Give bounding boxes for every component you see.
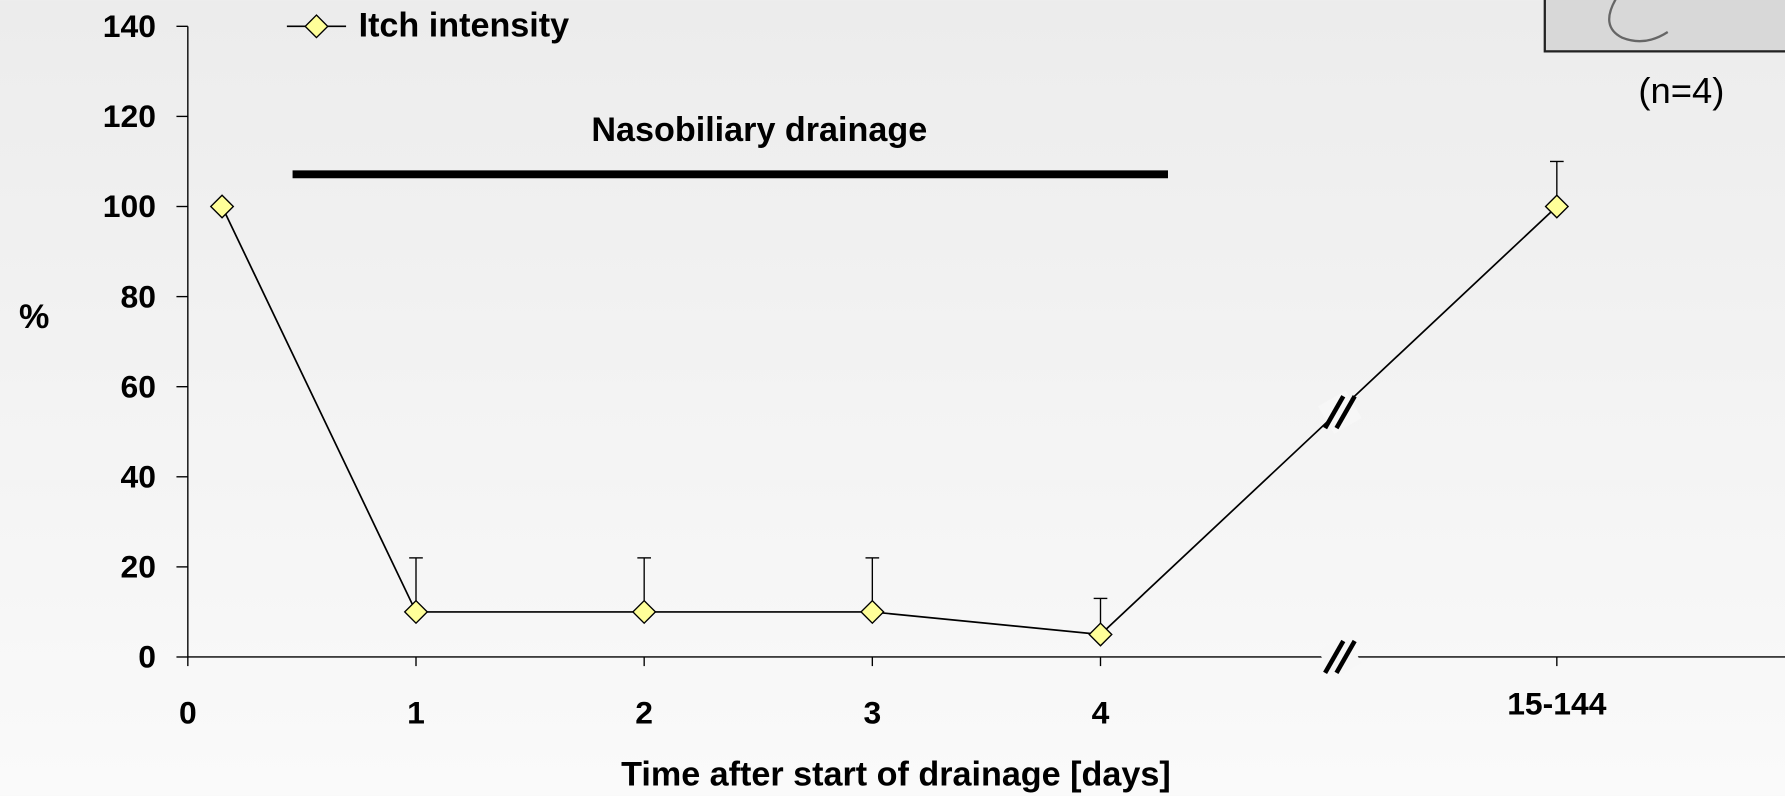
image-fragment <box>1543 0 1785 53</box>
break-mark <box>1334 395 1357 430</box>
x-tick-label: 15-144 <box>1507 685 1606 721</box>
image-fragment-drawing <box>1608 0 1669 43</box>
plot: 0 20 40 60 80 100 120 140 0 1 2 3 4 15-144 <box>103 8 1785 730</box>
marker <box>1088 622 1113 647</box>
marker <box>209 194 235 219</box>
x-tick-label: 0 <box>179 694 197 730</box>
marker <box>860 599 885 625</box>
y-tick-label: 120 <box>103 98 156 134</box>
drainage-label: Nasobiliary drainage <box>591 111 927 149</box>
marker <box>403 599 429 625</box>
marker <box>631 599 657 625</box>
y-tick-label: 40 <box>121 458 156 494</box>
break-mark <box>1323 639 1346 675</box>
sample-size: (n=4) <box>1638 70 1724 111</box>
legend: Itch intensity <box>286 6 570 44</box>
y-tick-label: 140 <box>103 8 156 44</box>
x-tick-label: 1 <box>407 694 425 730</box>
series-line <box>221 205 1558 636</box>
x-axis-title: Time after start of drainage [days] <box>621 756 1171 794</box>
y-tick-label: 100 <box>103 188 156 224</box>
y-tick-label: 20 <box>121 549 156 585</box>
legend-marker <box>304 14 329 39</box>
y-axis-title: % <box>19 298 49 336</box>
y-tick-label: 60 <box>121 368 156 404</box>
marker <box>1544 194 1570 219</box>
y-tick-label: 80 <box>121 278 156 314</box>
x-tick-label: 4 <box>1092 694 1110 730</box>
x-tick-label: 3 <box>863 694 881 730</box>
legend-label: Itch intensity <box>359 6 570 44</box>
break-mark <box>1323 395 1346 430</box>
x-tick-label: 2 <box>635 694 653 730</box>
y-tick-label: 0 <box>138 639 156 675</box>
break-mark <box>1334 639 1357 675</box>
